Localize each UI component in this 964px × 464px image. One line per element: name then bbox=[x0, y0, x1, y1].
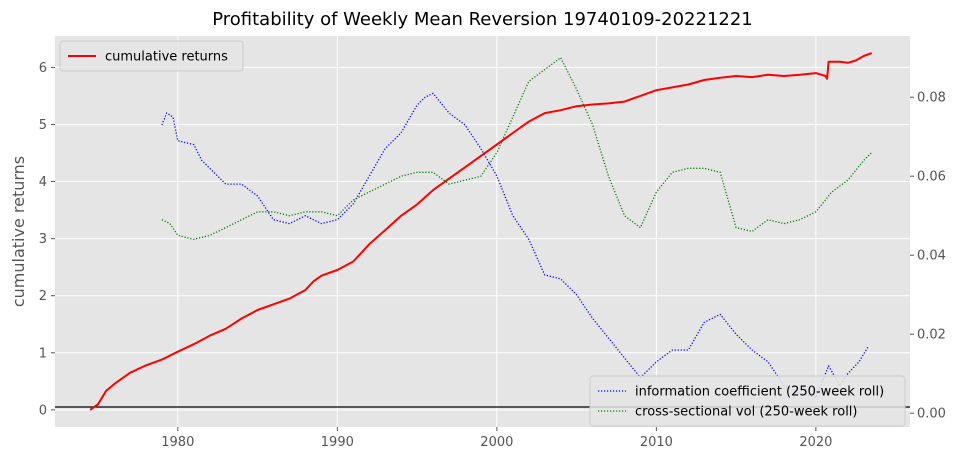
legend-label: cross-sectional vol (250-week roll) bbox=[635, 405, 858, 420]
legend-label: information coefficient (250-week roll) bbox=[635, 385, 884, 400]
series-layer bbox=[89, 52, 873, 411]
y-tick-label: 6 bbox=[39, 61, 47, 76]
plot-area bbox=[55, 36, 910, 427]
legend-box bbox=[59, 40, 244, 72]
legend-box bbox=[589, 375, 906, 427]
legend-top-left: cumulative returns bbox=[59, 40, 244, 72]
x-tick-label: 2010 bbox=[640, 435, 673, 450]
x-tick-label: 2000 bbox=[480, 435, 513, 450]
y-tick-label: 5 bbox=[39, 118, 47, 133]
x-tick-label: 1990 bbox=[321, 435, 354, 450]
y-tick-label: 2 bbox=[39, 289, 47, 304]
y-tick-label: 1 bbox=[39, 346, 47, 361]
x-tick-label: 2020 bbox=[799, 435, 832, 450]
y2-tick-label: 0.06 bbox=[917, 170, 946, 185]
y-axis-label: cumulative returns bbox=[9, 156, 28, 307]
legend-bottom-right: information coefficient (250-week roll) c… bbox=[589, 375, 906, 427]
y2-tick-label: 0.08 bbox=[917, 91, 946, 106]
y2-tick-label: 0.00 bbox=[917, 407, 946, 422]
y-tick-label: 0 bbox=[39, 403, 47, 418]
axis-layer: 1980 1990 2000 2010 2020 0 1 2 3 4 5 6 0.00 0.02 0.04 0… bbox=[39, 61, 946, 450]
series-line-cross-sectional-vol bbox=[161, 57, 873, 241]
series-line-cumulative-returns bbox=[89, 52, 873, 411]
y-tick-label: 4 bbox=[39, 175, 47, 190]
y2-tick-label: 0.04 bbox=[917, 249, 946, 264]
y-tick-label: 3 bbox=[39, 232, 47, 247]
x-tick-label: 1980 bbox=[161, 435, 194, 450]
chart-title: Profitability of Weekly Mean Reversion 1… bbox=[212, 9, 753, 30]
y2-tick-label: 0.02 bbox=[917, 328, 946, 343]
legend-label: cumulative returns bbox=[105, 50, 228, 65]
